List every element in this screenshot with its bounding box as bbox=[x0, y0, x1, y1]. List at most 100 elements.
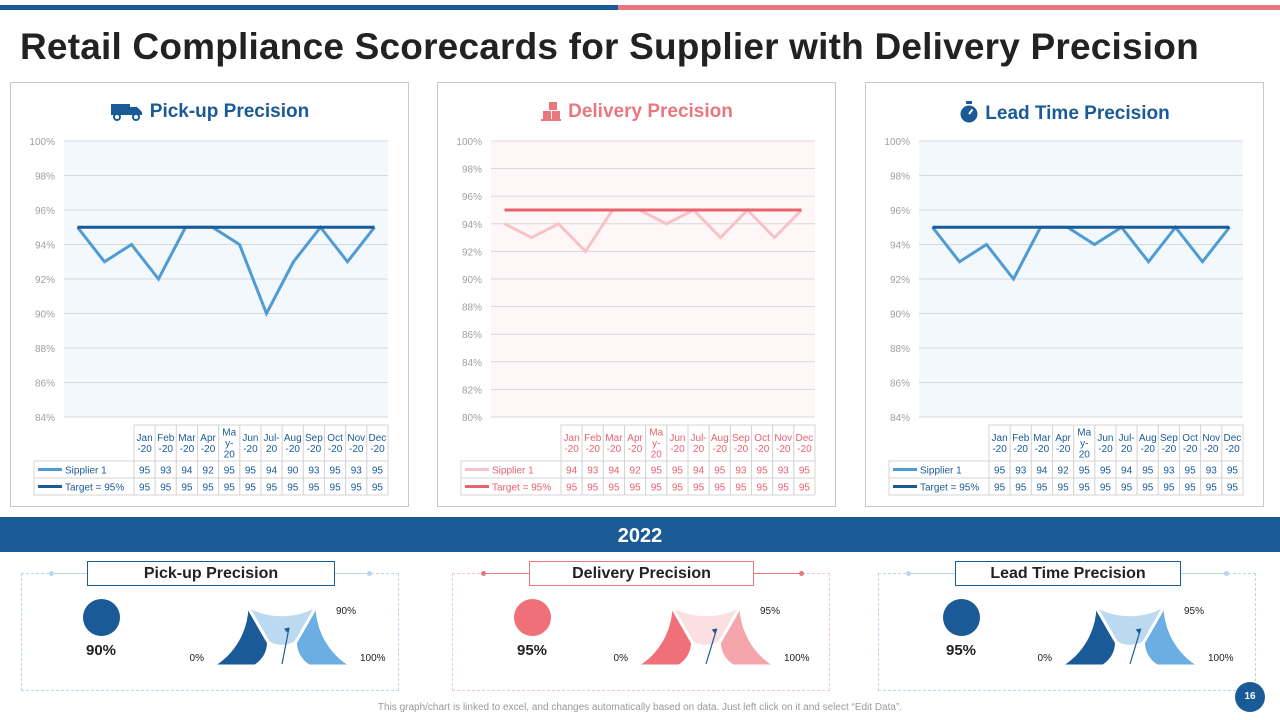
pickup-gauge[interactable]: 0% 100% 90% bbox=[172, 590, 412, 690]
month-label: Jun -20 bbox=[1097, 433, 1113, 455]
value-label: 95 bbox=[714, 466, 726, 477]
value-label: 95 bbox=[566, 483, 578, 494]
month-label-line: -20 bbox=[1162, 444, 1177, 455]
month-label-line: -20 bbox=[992, 444, 1007, 455]
y-tick-label: 90% bbox=[35, 310, 55, 321]
month-label-line: 20 bbox=[651, 450, 663, 461]
month-label-line: Nov bbox=[774, 433, 792, 444]
month-label-line: 20 bbox=[693, 444, 705, 455]
y-tick-label: 92% bbox=[890, 275, 910, 286]
y-tick-label: 80% bbox=[462, 413, 482, 424]
pickup-connector-dot-right bbox=[367, 571, 372, 576]
delivery-indicator-circle bbox=[514, 599, 551, 636]
value-label: 94 bbox=[1036, 466, 1048, 477]
month-label: Mar -20 bbox=[178, 433, 196, 455]
month-label-line: -20 bbox=[137, 444, 152, 455]
pickup-percent-value: 90% bbox=[85, 642, 117, 659]
delivery-line-chart[interactable]: 80%82%84%86%88%90%92%94%96%98%100%Jan -20… bbox=[438, 83, 837, 508]
gauge-needle bbox=[1129, 628, 1142, 665]
value-label: 94 bbox=[566, 466, 578, 477]
value-label: 95 bbox=[139, 483, 151, 494]
value-label: 95 bbox=[1185, 466, 1197, 477]
month-label-line: y- bbox=[1080, 439, 1088, 450]
month-label-line: -20 bbox=[1014, 444, 1029, 455]
month-label: Feb -20 bbox=[584, 433, 602, 455]
month-label: Aug -20 bbox=[284, 433, 302, 455]
leadtime-percent-value: 95% bbox=[945, 642, 977, 659]
month-label-line: -20 bbox=[201, 444, 216, 455]
value-label: 95 bbox=[351, 483, 363, 494]
delivery-chart-panel[interactable]: Delivery Precision 80% 82% 84% 86% 88% 90% 92%… bbox=[437, 82, 836, 507]
value-label: 95 bbox=[672, 483, 684, 494]
pickup-chart-panel[interactable]: Pick-up Precision 84% 86% 88% 90% 92% 94% 96% 9… bbox=[10, 82, 409, 507]
month-label-line: Feb bbox=[1012, 433, 1030, 444]
gauge-tick-label: 90% bbox=[336, 606, 356, 617]
value-label: 95 bbox=[245, 483, 257, 494]
delivery-chart-heading: Delivery Precision bbox=[438, 101, 835, 123]
pickup-chart-heading: Pick-up Precision bbox=[11, 101, 408, 123]
month-label-line: -20 bbox=[670, 444, 685, 455]
month-label-line: Dec bbox=[796, 433, 814, 444]
value-label: 95 bbox=[735, 483, 747, 494]
value-label: 95 bbox=[651, 466, 663, 477]
gauge-min-label: 0% bbox=[614, 653, 629, 664]
month-label-line: Aug bbox=[284, 433, 302, 444]
month-label-line: y- bbox=[652, 439, 660, 450]
gauge-tick-label: 95% bbox=[1184, 606, 1204, 617]
delivery-percent-value: 95% bbox=[516, 642, 548, 659]
month-label-line: Jan bbox=[992, 433, 1008, 444]
leadtime-chart-title: Lead Time Precision bbox=[985, 103, 1170, 124]
value-label: 95 bbox=[651, 483, 663, 494]
month-label-line: Feb bbox=[584, 433, 602, 444]
leadtime-chart-panel[interactable]: Lead Time Precision 84% 86% 88% 90% 92% 94% 96… bbox=[865, 82, 1264, 507]
value-cell bbox=[793, 477, 816, 496]
month-label: Dec -20 bbox=[1224, 433, 1242, 455]
value-label: 95 bbox=[587, 483, 599, 494]
gauge-min-label: 0% bbox=[1038, 653, 1053, 664]
leadtime-connector-dot-left bbox=[906, 571, 911, 576]
leadtime-gauge[interactable]: 0% 100% 95% bbox=[1020, 590, 1260, 690]
value-label: 95 bbox=[994, 483, 1006, 494]
month-label-line: Jun bbox=[1097, 433, 1113, 444]
leadtime-indicator-circle bbox=[943, 599, 980, 636]
value-label: 93 bbox=[1163, 466, 1175, 477]
value-label: 95 bbox=[630, 483, 642, 494]
y-tick-label: 94% bbox=[890, 241, 910, 252]
month-label-line: Nov bbox=[347, 433, 365, 444]
month-label-line: -20 bbox=[328, 444, 343, 455]
month-label-line: Dec bbox=[369, 433, 387, 444]
month-label-line: Oct bbox=[1182, 433, 1198, 444]
month-label-line: Oct bbox=[327, 433, 343, 444]
month-label-line: -20 bbox=[1204, 444, 1219, 455]
y-tick-label: 98% bbox=[890, 172, 910, 183]
gauge-tick-label: 95% bbox=[760, 606, 780, 617]
y-tick-label: 96% bbox=[462, 192, 482, 203]
y-tick-label: 86% bbox=[35, 379, 55, 390]
truck-icon bbox=[110, 104, 142, 121]
value-label: 95 bbox=[266, 483, 278, 494]
month-label-line: -20 bbox=[776, 444, 791, 455]
value-label: 94 bbox=[181, 466, 193, 477]
value-label: 93 bbox=[308, 466, 320, 477]
month-label-line: -20 bbox=[180, 444, 195, 455]
value-label: 95 bbox=[799, 466, 811, 477]
legend-label: Sipplier 1 bbox=[492, 466, 534, 477]
y-tick-label: 96% bbox=[35, 206, 55, 217]
month-label-line: Aug bbox=[1139, 433, 1157, 444]
value-label: 95 bbox=[757, 466, 769, 477]
month-label-line: -20 bbox=[370, 444, 385, 455]
value-label: 90 bbox=[287, 466, 299, 477]
month-label-line: -20 bbox=[1056, 444, 1071, 455]
month-label-line: -20 bbox=[755, 444, 770, 455]
month-label-line: Jun bbox=[669, 433, 685, 444]
month-label-line: -20 bbox=[734, 444, 749, 455]
value-label: 93 bbox=[351, 466, 363, 477]
month-label-line: Nov bbox=[1202, 433, 1220, 444]
y-tick-label: 100% bbox=[456, 137, 482, 148]
value-label: 94 bbox=[608, 466, 620, 477]
month-label-line: Apr bbox=[200, 433, 216, 444]
delivery-gauge[interactable]: 0% 100% 95% bbox=[596, 590, 836, 690]
month-label-line: -20 bbox=[713, 444, 728, 455]
